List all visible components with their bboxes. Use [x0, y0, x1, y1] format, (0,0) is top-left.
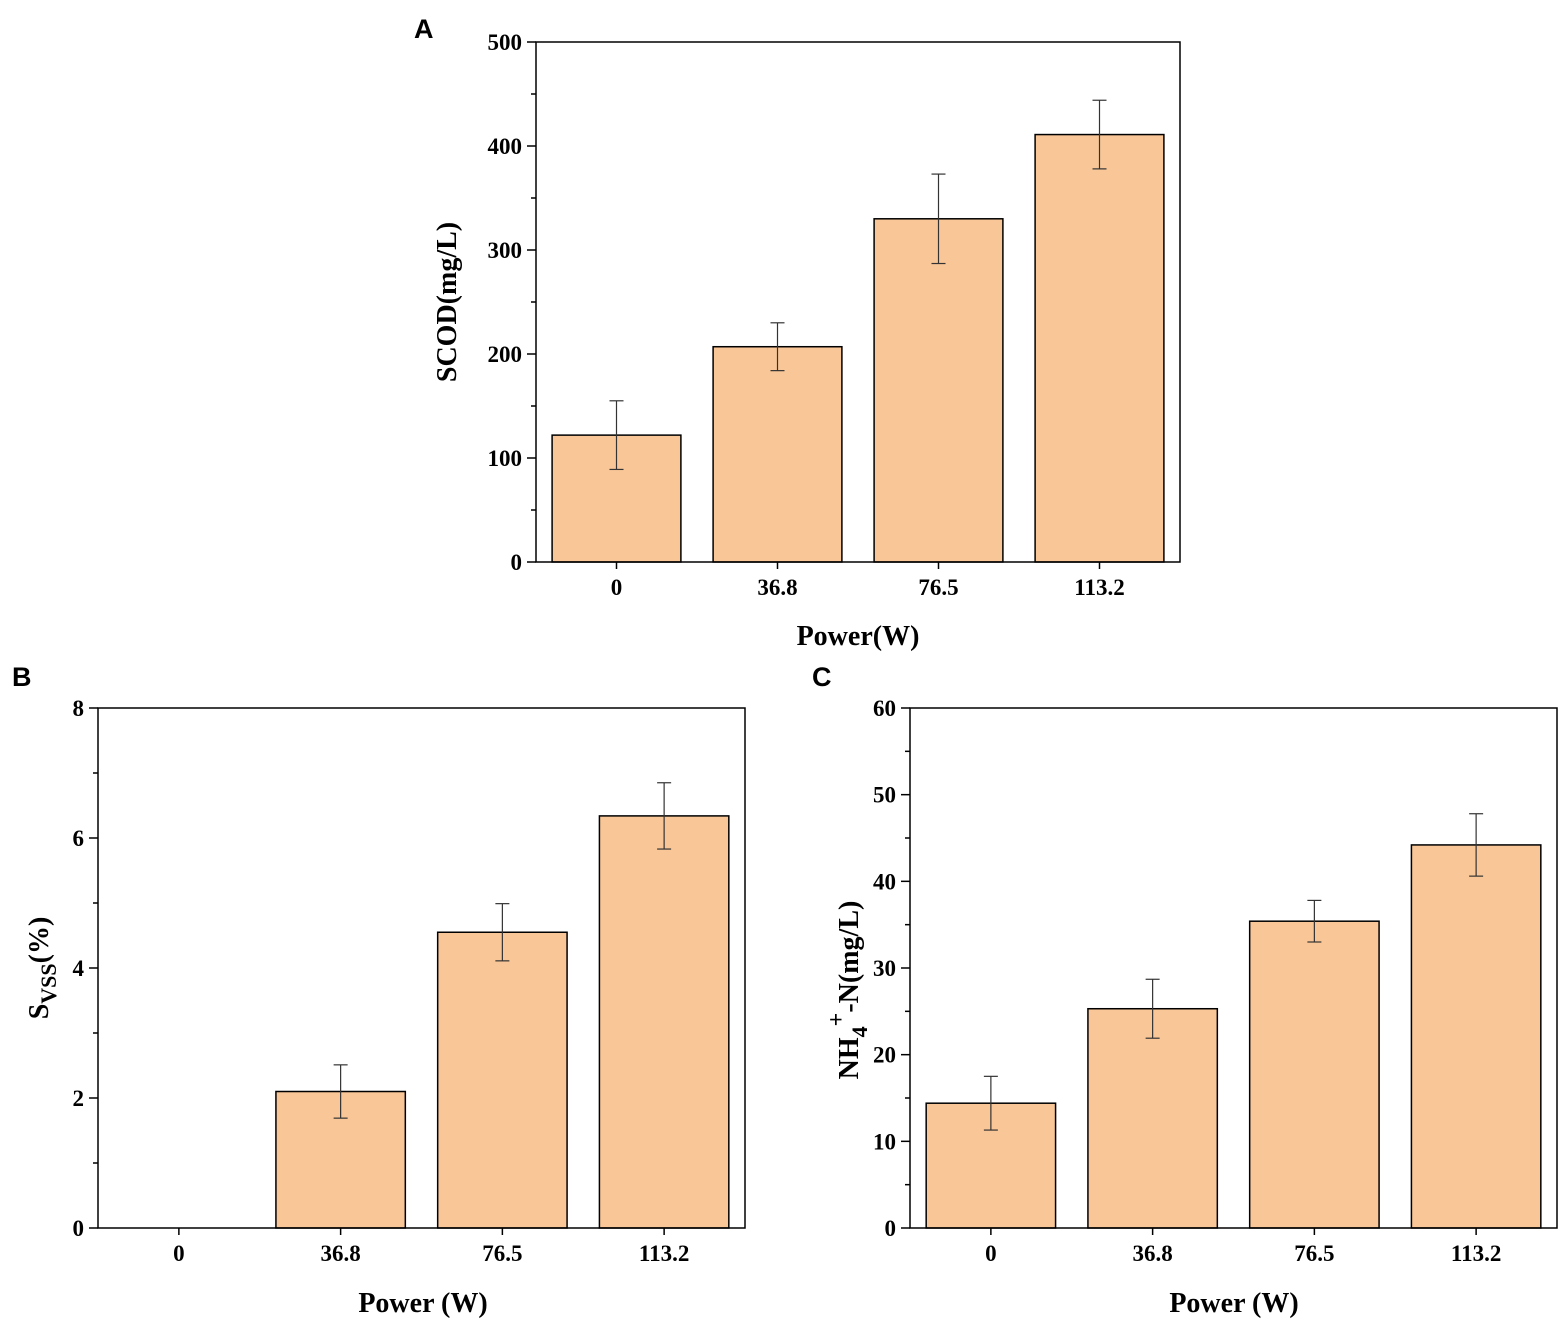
panel-b: B 0 36.8 76.5 113.2 0 2 4 6 8 Power (W) SVSS(%) — [12, 662, 746, 1319]
y-tick-label: 20 — [873, 1043, 896, 1068]
y-tick-label: 4 — [73, 956, 85, 981]
y-tick-label: 8 — [73, 696, 85, 721]
panel-letter: C — [812, 662, 832, 692]
error-bar — [333, 1064, 348, 1119]
y-tick-label: 10 — [873, 1129, 896, 1154]
y-tick-label: 300 — [488, 238, 523, 263]
error-bar — [1307, 899, 1322, 943]
plot-frame — [909, 707, 1558, 1229]
y-tick-label: 100 — [488, 446, 523, 471]
y-axis-title: SVSS(%) — [24, 917, 61, 1020]
y-tick-label: 200 — [488, 342, 523, 367]
error-bar — [931, 173, 946, 265]
x-tick-label: 0 — [173, 1241, 185, 1266]
y-tick-label: 50 — [873, 783, 896, 808]
error-bar — [1469, 813, 1484, 877]
y-tick-label: 60 — [873, 696, 896, 721]
y-tick-label: 500 — [488, 30, 523, 55]
x-axis-title: Power(W) — [797, 621, 920, 652]
plot-frame — [97, 707, 746, 1229]
bar-a-76.5 — [873, 218, 1004, 563]
x-tick-label: 76.5 — [482, 1241, 522, 1266]
x-tick-label: 36.8 — [1133, 1241, 1173, 1266]
error-bar — [609, 400, 624, 471]
plot-frame — [535, 41, 1181, 563]
error-bar — [657, 782, 672, 850]
x-axis-title: Power (W) — [1169, 1288, 1298, 1319]
error-bar — [1145, 978, 1160, 1039]
error-bar — [983, 1075, 998, 1131]
bar-a-36.8 — [712, 345, 843, 563]
bar-c-76.5 — [1248, 920, 1380, 1229]
x-tick-label: 0 — [611, 575, 623, 600]
x-tick-label: 36.8 — [321, 1241, 361, 1266]
y-tick-label: 40 — [873, 869, 896, 894]
panel-a: A 0 36.8 76.5 113.2 0 100 200 300 400 500 Power(W) S… — [414, 14, 1181, 652]
x-axis-title: Power (W) — [358, 1288, 487, 1319]
y-axis-title: NH4+-N(mg/L) — [824, 901, 872, 1080]
x-tick-label: 36.8 — [757, 575, 797, 600]
error-bar — [770, 322, 785, 372]
bar-c-113.2 — [1410, 844, 1542, 1229]
panel-letter: A — [414, 14, 434, 44]
y-tick-label: 0 — [511, 550, 523, 575]
error-bar — [495, 903, 510, 962]
x-tick-label: 113.2 — [639, 1241, 689, 1266]
panel-c: C 0 36.8 76.5 113.2 0 10 20 30 40 50 60 Power (W) NH4… — [812, 662, 1558, 1319]
y-tick-label: 400 — [488, 134, 523, 159]
y-tick-label: 6 — [73, 826, 85, 851]
panel-letter: B — [12, 662, 32, 692]
bar-c-36.8 — [1087, 1007, 1219, 1229]
x-tick-label: 0 — [985, 1241, 997, 1266]
x-tick-label: 113.2 — [1074, 575, 1124, 600]
x-tick-label: 76.5 — [918, 575, 958, 600]
error-bar — [1092, 99, 1107, 170]
x-tick-label: 113.2 — [1451, 1241, 1501, 1266]
y-tick-label: 0 — [73, 1216, 85, 1241]
y-axis-title: SCOD(mg/L) — [432, 222, 463, 382]
bar-b-113.2 — [598, 815, 730, 1229]
y-tick-label: 30 — [873, 956, 896, 981]
x-tick-label: 76.5 — [1294, 1241, 1334, 1266]
y-tick-label: 0 — [885, 1216, 897, 1241]
y-tick-label: 2 — [73, 1086, 85, 1111]
bar-b-76.5 — [436, 931, 568, 1229]
bar-a-113.2 — [1034, 133, 1165, 563]
